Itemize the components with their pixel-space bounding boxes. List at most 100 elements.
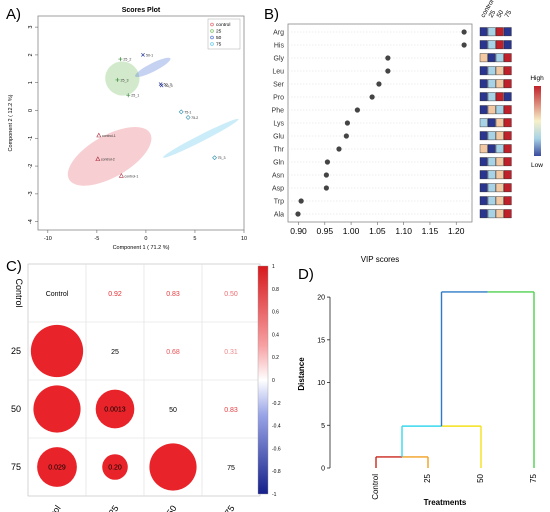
vip-heat-cell xyxy=(479,66,488,76)
vip-xlabel: VIP scores xyxy=(361,255,400,264)
scores-xlabel: Component 1 ( 71.2 %) xyxy=(113,245,170,250)
vip-heat-cell xyxy=(495,27,504,37)
vip-heat-cell xyxy=(487,209,496,219)
corr-colorbar-tick: -0.4 xyxy=(272,424,281,430)
corr-circle-label: 0.0013 xyxy=(104,407,126,414)
scores-ellipse-g25 xyxy=(105,61,140,96)
scores-point-label: 25_2 xyxy=(123,58,131,62)
scores-frame xyxy=(37,15,245,231)
vip-heat-cell xyxy=(495,144,504,154)
vip-category-label: Glu xyxy=(273,134,284,141)
corr-colorbar-tick: -0.2 xyxy=(272,401,281,407)
vip-heat-cell xyxy=(479,170,488,180)
vip-heat-cell xyxy=(503,53,512,63)
vip-point xyxy=(298,198,304,204)
vip-heat-column-label: 25 xyxy=(488,9,498,19)
vip-heat-cell xyxy=(479,40,488,50)
vip-colorbar xyxy=(534,86,541,156)
vip-heat-cell xyxy=(479,118,488,128)
corr-upper-value: 0.83 xyxy=(166,291,180,298)
vip-xtick-label: 1.05 xyxy=(369,226,386,236)
vip-heat-cell xyxy=(503,131,512,141)
scores-ytick-label: -3 xyxy=(28,191,34,196)
vip-point xyxy=(385,68,391,74)
scores-legend-label: control xyxy=(216,22,230,28)
vip-heat-cell xyxy=(503,170,512,180)
scores-legend-label: 75 xyxy=(216,42,222,48)
corr-colorbar-tick: 0.4 xyxy=(272,332,279,338)
corr-colorbar xyxy=(257,265,269,495)
vip-category-label: Thr xyxy=(274,147,285,154)
vip-xtick-label: 1.10 xyxy=(395,226,412,236)
dendro-ytick-label: 5 xyxy=(321,423,325,430)
dendro-leaf-label: 25 xyxy=(423,473,432,482)
dendro-ylabel: Distance xyxy=(297,357,306,391)
correlation-plot: Control 0.92 0.83 0.50 25 0.68 0.31 0.0013 50 0.8… xyxy=(11,263,281,512)
vip-heat-cell xyxy=(503,66,512,76)
vip-point xyxy=(376,81,382,87)
vip-heat-cell xyxy=(479,157,488,167)
corr-diagonal-label: Control xyxy=(46,291,69,298)
scores-point-label: 50_2 xyxy=(164,83,172,87)
corr-column-label: 25 xyxy=(107,503,121,512)
scores-legend-label: 25 xyxy=(216,29,222,35)
corr-circle-label: 0.029 xyxy=(48,465,66,472)
scores-ytick-label: 0 xyxy=(28,109,34,112)
corr-column-label: 75 xyxy=(223,503,237,512)
vip-heat-cell xyxy=(479,209,488,219)
scores-ytick-label: -4 xyxy=(28,219,34,224)
vip-heat-cell xyxy=(503,40,512,50)
vip-heat-cell xyxy=(495,79,504,89)
vip-category-label: Phe xyxy=(272,108,285,115)
vip-heat-cell xyxy=(479,27,488,37)
scores-xtick-label: 5 xyxy=(193,236,196,242)
corr-circle xyxy=(149,443,197,491)
vip-heat-cell xyxy=(503,92,512,102)
scores-legend-marker xyxy=(210,29,214,33)
vip-heat-cell xyxy=(503,183,512,193)
corr-circle xyxy=(102,454,128,480)
vip-category-label: Lys xyxy=(273,121,284,128)
vip-heat-column-label: 75 xyxy=(504,9,514,19)
scores-point-label: 25_3 xyxy=(120,78,128,82)
vip-category-label: Asp xyxy=(272,186,284,193)
vip-heat-cell xyxy=(495,92,504,102)
vip-heat-cell xyxy=(503,79,512,89)
vip-heat-cell xyxy=(487,105,496,115)
vip-heat-cell xyxy=(487,27,496,37)
corr-colorbar-tick: 0.8 xyxy=(272,287,279,293)
scores-title: Scores Plot xyxy=(122,7,161,14)
corr-circle-label: 0.20 xyxy=(108,465,122,472)
vip-point xyxy=(343,133,349,139)
vip-heat-cell xyxy=(503,27,512,37)
scores-point-control xyxy=(96,132,102,138)
vip-heat-cell xyxy=(487,40,496,50)
corr-colorbar-tick: 1 xyxy=(272,264,275,270)
corr-column-label: Control xyxy=(38,503,63,512)
vip-heat-cell xyxy=(479,105,488,115)
corr-column-label: 50 xyxy=(165,503,179,512)
panel-d-letter: D) xyxy=(298,266,314,283)
scores-ytick-label: 1 xyxy=(28,81,34,84)
vip-category-label: Asn xyxy=(272,173,284,180)
corr-row-label: 50 xyxy=(11,404,21,414)
vip-heat-cell xyxy=(495,66,504,76)
scores-point-label: control-2 xyxy=(101,158,115,162)
corr-upper-value: 0.50 xyxy=(224,291,238,298)
vip-category-label: Pro xyxy=(273,95,284,102)
scores-point-75 xyxy=(212,155,217,161)
vip-heat-cell xyxy=(479,79,488,89)
vip-point xyxy=(461,29,467,35)
scores-point-label: control-1 xyxy=(124,174,138,178)
scores-ellipse-g75 xyxy=(163,118,239,158)
scores-point-50 xyxy=(141,53,145,57)
vip-point xyxy=(461,42,467,48)
vip-heat-cell xyxy=(487,144,496,154)
dendro-leaf-label: 50 xyxy=(476,473,485,482)
vip-xtick-label: 0.95 xyxy=(317,226,334,236)
vip-colorbar-low: Low xyxy=(531,162,543,169)
scores-xtick-label: 0 xyxy=(144,236,147,242)
vip-heat-cell xyxy=(495,131,504,141)
corr-colorbar-tick: -1 xyxy=(272,492,277,498)
scores-point-label: 50_3 xyxy=(165,84,173,88)
